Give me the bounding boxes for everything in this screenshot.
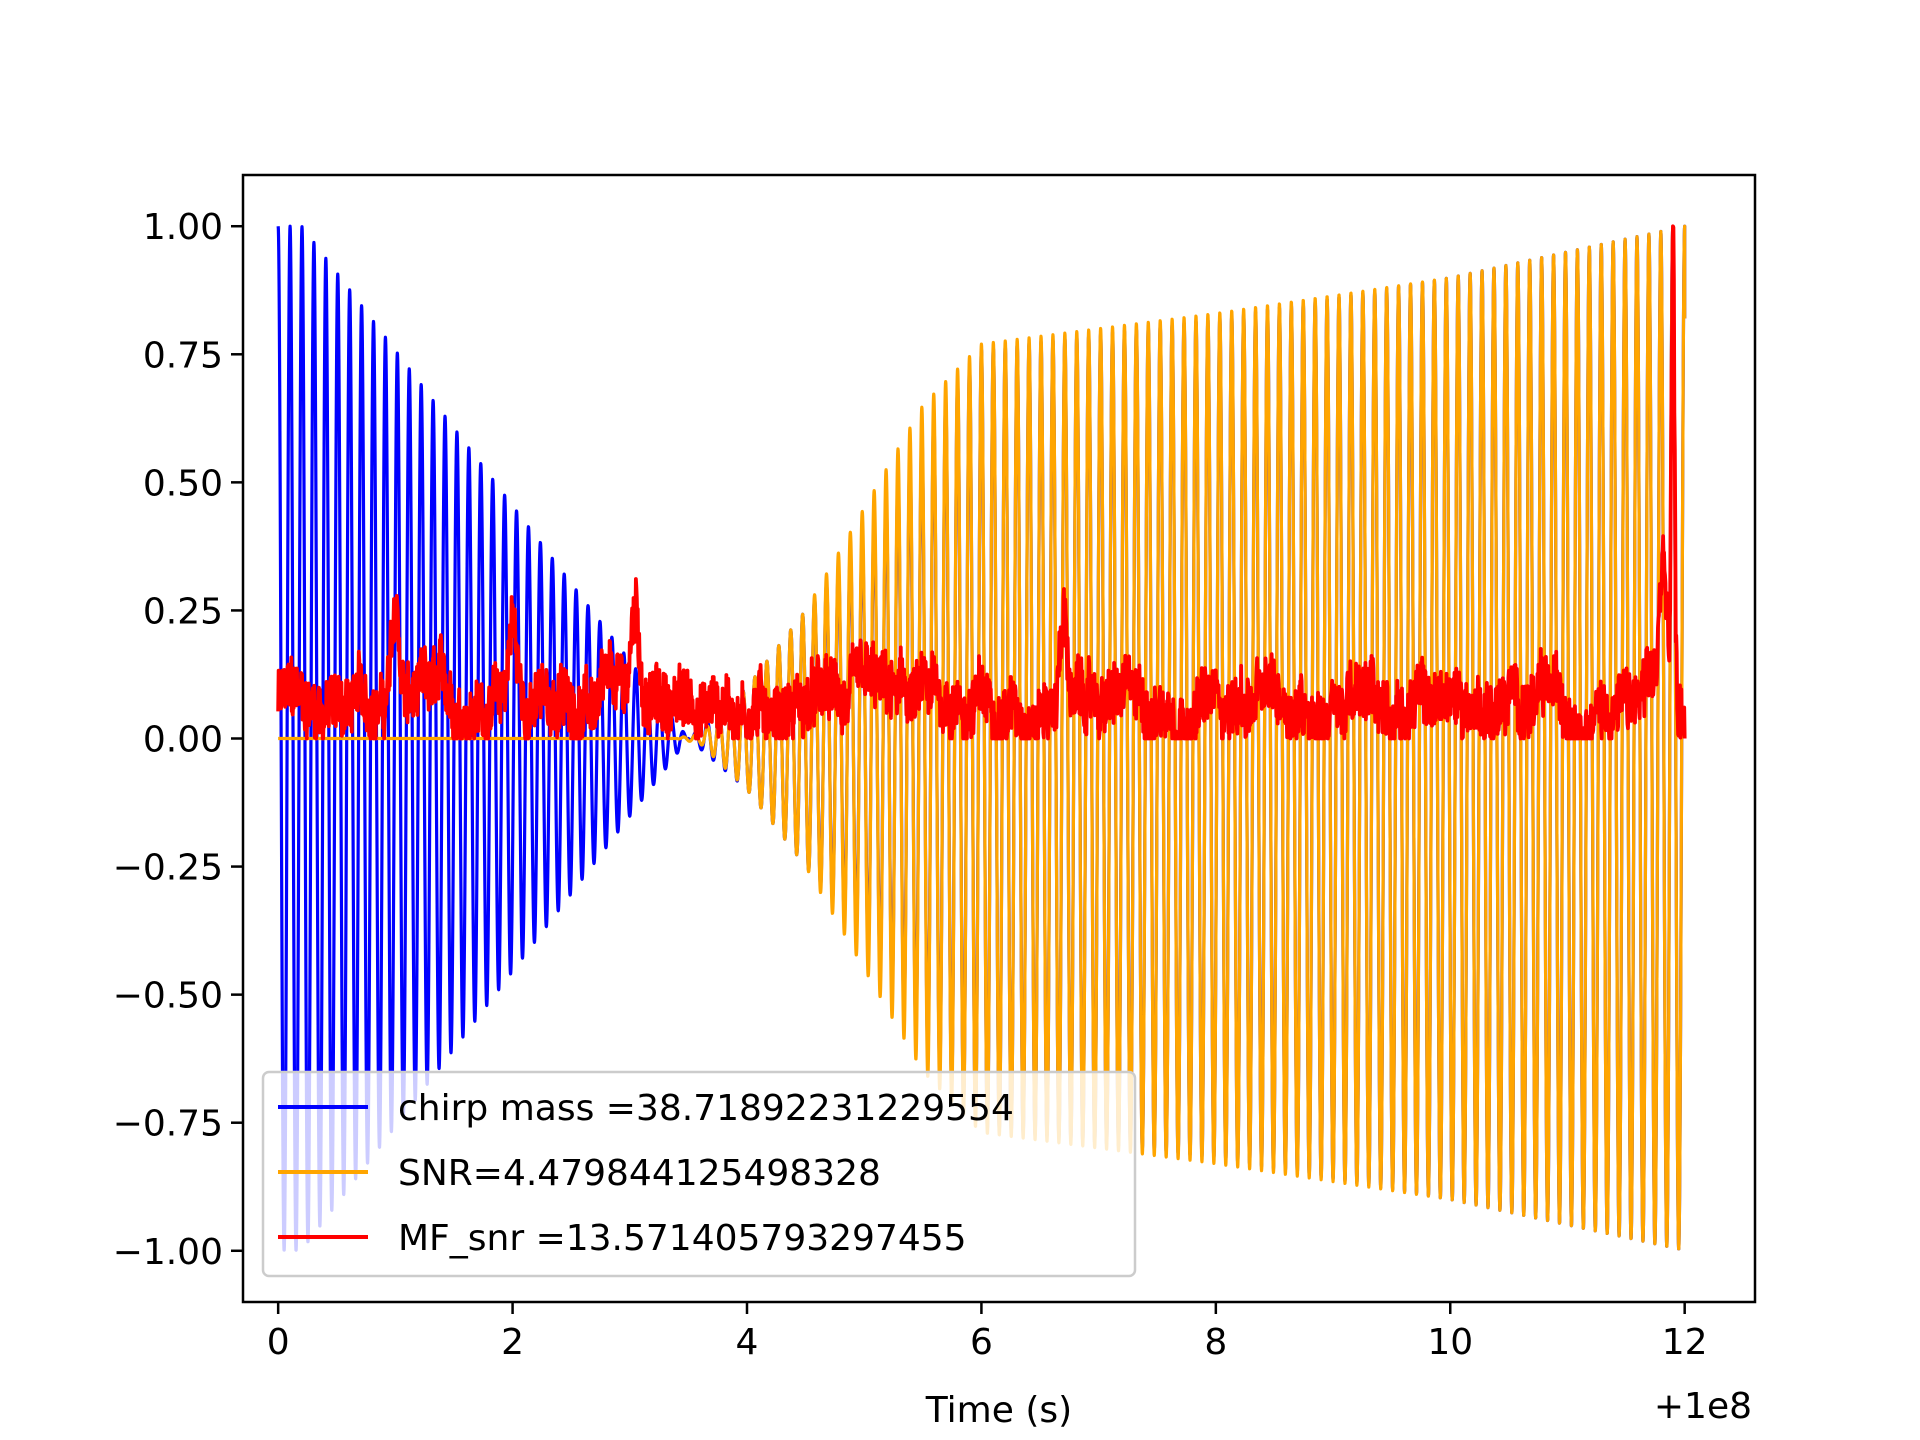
x-tick-label: 6 <box>970 1322 993 1363</box>
y-tick-label: 0.50 <box>143 463 223 504</box>
series-layer <box>276 224 1687 1252</box>
x-tick-label: 2 <box>501 1322 524 1363</box>
x-tick-label: 8 <box>1204 1322 1227 1363</box>
x-tick-label: 0 <box>267 1322 290 1363</box>
y-tick-label: 1.00 <box>143 207 223 248</box>
y-tick-label: 0.00 <box>143 720 223 761</box>
series-line-2 <box>276 224 1687 741</box>
y-tick-label: 0.25 <box>143 591 223 632</box>
y-tick-label: 0.75 <box>143 335 223 376</box>
x-offset-label: +1e8 <box>1654 1386 1752 1427</box>
y-tick-label: −0.50 <box>113 976 223 1017</box>
legend-label: MF_snr =13.571405793297455 <box>398 1218 967 1259</box>
y-tick-label: −0.75 <box>113 1104 223 1145</box>
series-line-1 <box>276 224 1687 1251</box>
x-tick-label: 4 <box>736 1322 759 1363</box>
legend-label: SNR=4.479844125498328 <box>398 1153 881 1194</box>
x-tick-label: 10 <box>1427 1322 1473 1363</box>
x-tick-label: 12 <box>1662 1322 1708 1363</box>
y-tick-label: −1.00 <box>113 1232 223 1273</box>
y-tick-label: −0.25 <box>113 848 223 889</box>
legend-box <box>261 1070 1137 1278</box>
legend: chirp mass =38.71892231229554 SNR=4.47984… <box>261 1070 1137 1278</box>
legend-label: chirp mass =38.71892231229554 <box>398 1088 1014 1129</box>
axes-layer: 0 2 4 6 8 10 12 1.00 0.75 0.50 0.25 0.00 −0.25 −0.50 −… <box>113 207 1708 1363</box>
x-axis-label: Time (s) <box>925 1390 1072 1431</box>
